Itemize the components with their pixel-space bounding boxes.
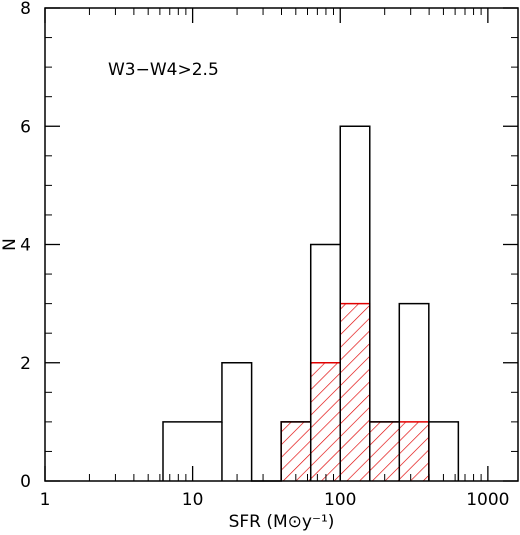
x-tick-label: 1 bbox=[40, 490, 51, 510]
y-tick-label: 8 bbox=[20, 0, 31, 19]
chart-annotation: W3−W4>2.5 bbox=[108, 60, 219, 80]
y-tick-label: 4 bbox=[20, 236, 31, 256]
outline-step-histogram bbox=[162, 125, 460, 482]
hatched-bar-3 bbox=[369, 421, 400, 481]
y-tick-label: 0 bbox=[20, 472, 31, 492]
y-tick-label: 6 bbox=[20, 117, 31, 137]
y-tick-label: 2 bbox=[20, 354, 31, 374]
x-axis-label: SFR (M⊙y⁻¹) bbox=[229, 512, 335, 532]
axis-ticks bbox=[44, 7, 518, 482]
tick-labels: 1 10 100 1000 0 2 4 6 8 bbox=[20, 0, 509, 510]
x-tick-label: 100 bbox=[324, 490, 356, 510]
hatched-histogram-series bbox=[280, 302, 430, 481]
outline-histogram-series bbox=[162, 125, 460, 482]
y-axis-label: N bbox=[0, 238, 20, 251]
x-tick-label: 10 bbox=[182, 490, 204, 510]
hatched-bar-4 bbox=[399, 421, 429, 481]
hatched-bar-1 bbox=[310, 362, 341, 481]
x-tick-label: 1000 bbox=[466, 490, 509, 510]
hatched-bar-0 bbox=[281, 421, 311, 481]
hatched-bar-2 bbox=[340, 303, 370, 481]
